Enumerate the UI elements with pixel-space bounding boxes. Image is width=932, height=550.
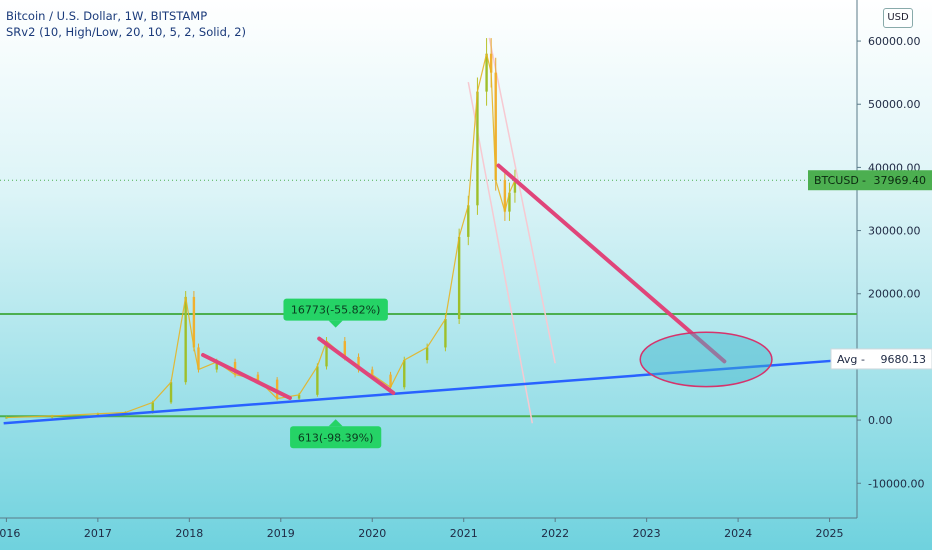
price-candle[interactable] xyxy=(197,347,200,370)
price-tags-layer: BTCUSD 37969.40-Avg -9680.13 xyxy=(808,170,932,370)
avg-value: 9680.13 xyxy=(881,353,927,366)
price-candle[interactable] xyxy=(476,91,479,206)
current-price-value: 37969.40 xyxy=(874,174,927,187)
price-candle[interactable] xyxy=(357,356,360,370)
y-tick-label: -10000.00 xyxy=(868,477,924,490)
price-candle[interactable] xyxy=(508,192,511,212)
callout-pointer-0 xyxy=(328,320,343,328)
price-candle[interactable] xyxy=(96,413,100,416)
target-ellipse[interactable] xyxy=(639,331,773,388)
avg-dash: - xyxy=(861,353,865,366)
y-tick-label: 50000.00 xyxy=(868,98,921,111)
price-candle[interactable] xyxy=(169,382,173,403)
x-tick-label: 2016 xyxy=(0,527,20,540)
price-candle[interactable] xyxy=(151,402,154,413)
price-candle[interactable] xyxy=(403,360,406,388)
x-tick-label: 2020 xyxy=(358,527,386,540)
callout-label-1: 613(-98.39%) xyxy=(298,431,374,444)
symbol-title[interactable]: Bitcoin / U.S. Dollar, 1W, BITSTAMP xyxy=(6,9,208,23)
price-candle[interactable] xyxy=(233,361,237,375)
price-candle[interactable] xyxy=(50,415,54,418)
x-tick-label: 2025 xyxy=(816,527,844,540)
price-candle[interactable] xyxy=(425,347,429,361)
current-price-tag[interactable] xyxy=(808,170,932,191)
price-candle[interactable] xyxy=(503,180,507,212)
price-candle[interactable] xyxy=(489,53,493,73)
avg-tag[interactable] xyxy=(830,348,932,370)
x-tick-label: 2017 xyxy=(84,527,112,540)
x-tick-label: 2023 xyxy=(633,527,661,540)
avg-label: Avg xyxy=(837,353,857,366)
overlay-shapes-layer: 16773(-55.82%) 613(-98.39%) xyxy=(3,163,858,449)
callout-box-1[interactable] xyxy=(290,426,382,449)
price-candle[interactable] xyxy=(192,296,196,348)
price-candle[interactable] xyxy=(215,361,218,370)
trend-segment-0[interactable] xyxy=(201,353,292,400)
price-candle[interactable] xyxy=(494,72,497,181)
price-candle[interactable] xyxy=(343,341,347,357)
price-candle[interactable] xyxy=(444,319,447,348)
x-tick-label: 2024 xyxy=(724,527,752,540)
y-tick-label: 60000.00 xyxy=(868,35,921,48)
trend-segment-2[interactable] xyxy=(496,163,727,364)
price-candle[interactable] xyxy=(389,374,392,388)
x-tick-label: 2022 xyxy=(541,527,569,540)
price-candle[interactable] xyxy=(371,369,374,375)
x-tick-label: 2019 xyxy=(267,527,295,540)
currency-badge[interactable]: USD xyxy=(883,8,913,28)
avg-trend-line[interactable] xyxy=(3,357,858,425)
price-candle[interactable] xyxy=(5,417,8,419)
y-tick-label: 20000.00 xyxy=(868,288,921,301)
callout-label-0: 16773(-55.82%) xyxy=(291,304,381,317)
overlay-lines-layer xyxy=(0,37,857,424)
price-candle[interactable] xyxy=(256,374,260,380)
x-tick-label: 2018 xyxy=(175,527,203,540)
price-candle[interactable] xyxy=(275,379,279,399)
trend-segment-1[interactable] xyxy=(317,336,396,395)
price-candle[interactable] xyxy=(184,296,187,383)
price-candle[interactable] xyxy=(485,53,488,92)
y-tick-label: 0.00 xyxy=(868,414,893,427)
price-candle[interactable] xyxy=(325,341,328,367)
price-candle[interactable] xyxy=(297,394,301,399)
indicator-title[interactable]: SRv2 (10, High/Low, 20, 10, 5, 2, Solid,… xyxy=(6,25,247,39)
current-price-dash: - xyxy=(862,174,866,187)
callout-box-0[interactable] xyxy=(283,298,388,321)
price-candle[interactable] xyxy=(467,205,470,237)
faint-trend-line-0[interactable] xyxy=(467,81,534,424)
x-tick-label: 2021 xyxy=(450,527,478,540)
faint-trend-line-1[interactable] xyxy=(488,37,556,364)
price-candle[interactable] xyxy=(513,180,517,193)
current-price-symbol: BTCUSD xyxy=(814,174,859,187)
chart-legend: Bitcoin / U.S. Dollar, 1W, BITSTAMP SRv2… xyxy=(6,8,246,40)
price-candle[interactable] xyxy=(316,366,319,395)
callout-pointer-1 xyxy=(328,419,343,427)
price-candle[interactable] xyxy=(457,236,461,320)
time-axis[interactable]: 2016 2017 2018 2019 2020 2021 2022 2023 2024 2025 xyxy=(0,518,844,540)
y-tick-label: 30000.00 xyxy=(868,225,921,238)
